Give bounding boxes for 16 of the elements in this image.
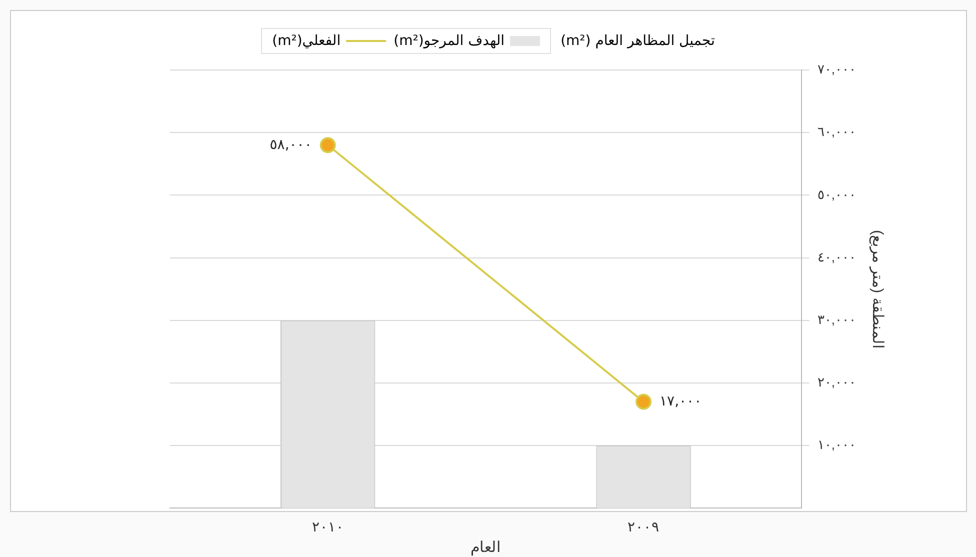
y-tick-label: ٧٠,٠٠٠ xyxy=(817,62,856,77)
x-tick-label: ٢٠١٠ xyxy=(312,518,344,534)
data-label: ٥٨,٠٠٠ xyxy=(270,136,312,153)
y-tick-label: ٤٠,٠٠٠ xyxy=(817,249,856,264)
y-tick-label: ٣٠,٠٠٠ xyxy=(817,312,856,327)
legend-label: الفعلي(m²) xyxy=(272,33,341,49)
y-tick-label: ٦٠,٠٠٠ xyxy=(817,124,856,140)
x-axis-title: العام xyxy=(470,539,501,556)
legend-label: الهدف المرجو(m²) xyxy=(394,33,505,49)
y-tick-label: ٢٠,٠٠٠ xyxy=(817,374,856,390)
data-label: ١٧,٠٠٠ xyxy=(660,393,702,410)
y-tick-label: ٥٠,٠٠٠ xyxy=(817,186,856,202)
x-tick-label: ٢٠٠٩ xyxy=(628,518,660,534)
legend-title: تجميل المظاهر العام (m²) xyxy=(560,33,715,49)
y-tick-label: ١٠,٠٠٠ xyxy=(817,437,856,452)
y-axis-title: المنطقة (متر مربع) xyxy=(868,230,886,348)
